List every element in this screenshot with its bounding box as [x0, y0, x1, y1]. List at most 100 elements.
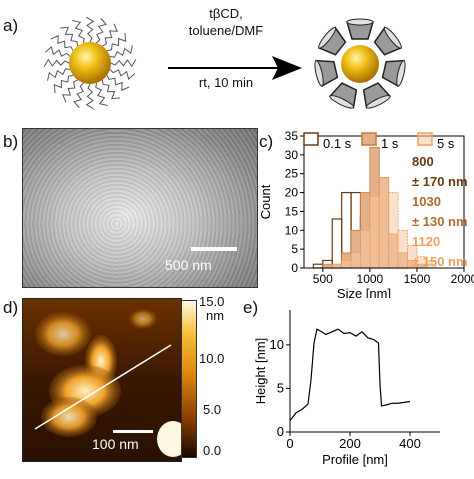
ligand-chain [43, 58, 70, 67]
ligand-chain [96, 17, 107, 44]
ligand-chain [53, 74, 74, 93]
legend-label: 1 s [381, 136, 399, 151]
x-tick-label: 1500 [404, 272, 431, 286]
histogram-bar [369, 195, 380, 269]
y-tick-label: 0 [277, 424, 284, 439]
cyclodextrin-cup [362, 82, 392, 109]
ligand-chain [95, 82, 108, 106]
histogram-bar [360, 229, 371, 269]
ligand-chain [72, 20, 85, 44]
gold-nanoparticle-right [341, 45, 379, 83]
legend-label: 5 s [437, 136, 455, 151]
sem-scalebar-label: 500 nm [165, 257, 212, 273]
afm-topography [23, 299, 181, 461]
cyclodextrin-shell [314, 18, 406, 109]
y-tick-label: 0 [291, 261, 298, 275]
size-annotation: ± 150 nm [412, 254, 468, 269]
ligand-chain [50, 35, 74, 51]
histogram-bar [312, 263, 324, 269]
ligand-chain [101, 79, 120, 100]
ligand-chain [47, 68, 71, 81]
legend-swatch [303, 132, 319, 146]
ligand-chain [109, 69, 136, 80]
y-tick-label: 35 [285, 129, 299, 143]
cyclodextrin-rim [314, 60, 324, 87]
ligand-chain [86, 16, 95, 43]
histogram-bar [388, 192, 399, 269]
cyclodextrin-cup [328, 82, 358, 109]
histogram-bar [331, 263, 343, 269]
height-profile-chart: 0 200 400 0 5 10 Profile [nm] Height [nm] [253, 310, 440, 467]
afm-image [22, 298, 182, 462]
histogram-bar [350, 252, 361, 269]
panel-label-d: d) [3, 298, 19, 317]
cyclodextrin-cup [345, 18, 375, 40]
ligand-chain [106, 33, 127, 52]
ligand-chain [44, 46, 71, 57]
legend-label: 0.1 s [323, 136, 352, 151]
size-annotation: ± 130 nm [412, 214, 468, 229]
cyclodextrin-rim [383, 26, 402, 49]
cyclodextrin-rim [396, 60, 406, 87]
y-tick-label: 5 [291, 242, 298, 256]
y-tick-label: 20 [285, 186, 299, 200]
sem-image: 500 nm [22, 128, 258, 288]
panel-label-e: e) [243, 298, 259, 317]
y-axis-label: Count [258, 184, 273, 219]
y-tick-label: 25 [285, 167, 299, 181]
ligand-chain [110, 59, 137, 68]
x-tick-label: 0 [286, 436, 293, 451]
x-axis-label: Profile [nm] [322, 452, 388, 467]
afm-colorbar [181, 300, 197, 458]
ligand-chain [109, 45, 133, 58]
solvent-label: toluene/DMF [188, 23, 264, 38]
sem-scalebar [191, 247, 237, 251]
histogram-bar [397, 229, 408, 269]
colorbar-tick-0: 0.0 [203, 443, 222, 458]
y-tick-label: 15 [285, 204, 299, 218]
ligand-chain [62, 79, 78, 103]
afm-scalebar [113, 430, 153, 433]
ligand-chain [102, 23, 118, 47]
cyclodextrin-cup [317, 26, 347, 56]
cyclodextrin-rim [346, 18, 374, 26]
panel-label-c: c) [259, 132, 274, 151]
histogram-bar [331, 218, 343, 269]
cyclodextrin-rim [365, 95, 391, 109]
cyclodextrin-rim [318, 26, 337, 49]
y-tick-label: 5 [277, 380, 284, 395]
y-tick-label: 10 [270, 337, 284, 352]
plot-frame [303, 135, 465, 269]
cyclodextrin-cup [381, 59, 406, 88]
x-tick-label: 1000 [357, 272, 384, 286]
afm-scalebar-label: 100 nm [92, 436, 139, 452]
colorbar-unit: nm [206, 308, 225, 323]
ligand-chain [106, 75, 130, 91]
y-axis-label: Height [nm] [253, 338, 268, 404]
cyclodextrin-cup [314, 59, 339, 88]
reaction-scheme [43, 16, 406, 110]
y-tick-label: 30 [285, 148, 299, 162]
x-axis-label: Size [nm] [337, 286, 391, 298]
reagent-label: tβCD, [209, 6, 243, 21]
ligand-shell [43, 16, 137, 110]
arrow-head [272, 56, 302, 80]
ligand-chain [60, 26, 79, 47]
size-annotation: 800 [412, 154, 434, 169]
afm-profile-line [34, 344, 172, 430]
ligand-chain [85, 83, 94, 110]
size-annotation: 1030 [412, 194, 441, 209]
y-tick-label: 10 [285, 223, 299, 237]
cyclodextrin-cup [373, 26, 403, 56]
panel-label-a: a) [3, 16, 19, 35]
condition-label: rt, 10 min [198, 75, 254, 90]
x-tick-label: 400 [399, 436, 421, 451]
panel-label-b: b) [3, 132, 19, 151]
x-tick-label: 500 [313, 272, 333, 286]
gold-nanoparticle-left [69, 42, 111, 84]
x-tick-label: 200 [339, 436, 361, 451]
cyclodextrin-rim [329, 95, 355, 109]
ligand-chain [73, 82, 84, 109]
